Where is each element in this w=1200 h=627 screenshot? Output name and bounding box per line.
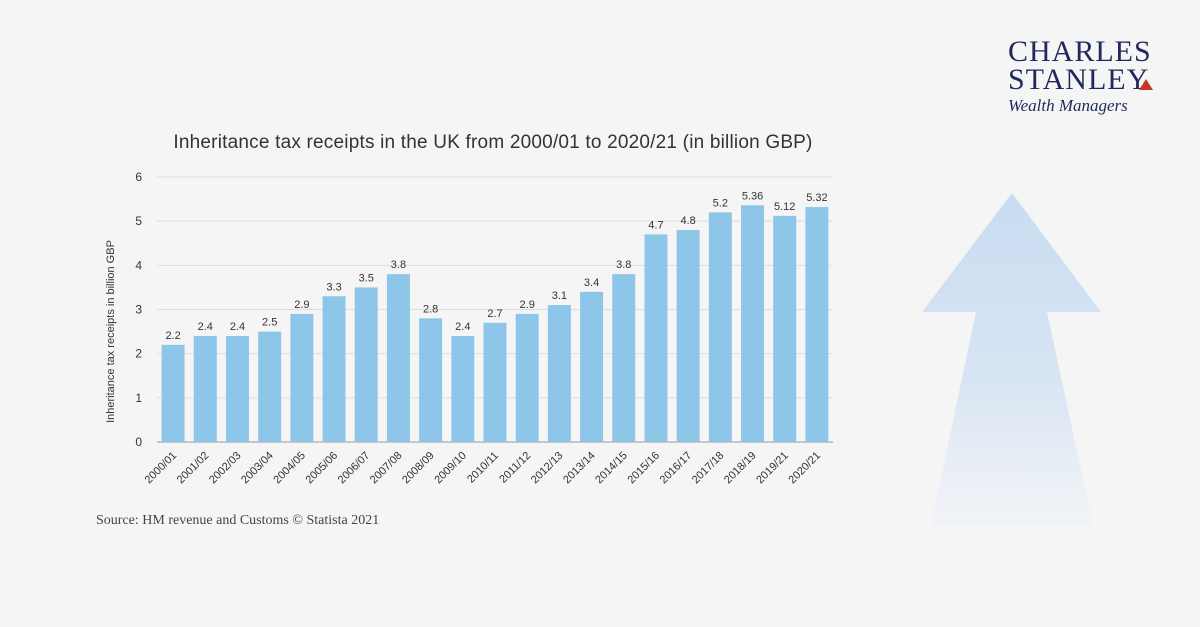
bar	[676, 230, 700, 442]
bar	[354, 287, 378, 442]
y-tick-label: 0	[135, 435, 142, 449]
bar	[708, 212, 732, 442]
bar	[773, 215, 797, 442]
x-tick-label: 2016/17	[658, 450, 695, 487]
data-label: 2.4	[455, 321, 470, 333]
x-tick-label: 2014/15	[593, 450, 630, 487]
up-arrow-shape	[922, 193, 1101, 525]
brand-tagline: Wealth Managers	[1008, 96, 1128, 115]
data-label: 3.8	[391, 259, 406, 271]
data-label: 2.5	[262, 317, 277, 329]
bar	[225, 336, 249, 442]
x-tick-label: 2013/14	[561, 450, 598, 487]
y-axis-label: Inheritance tax receipts in billion GBP	[105, 240, 117, 423]
bar	[580, 291, 604, 442]
x-tick-label: 2020/21	[786, 450, 823, 487]
brand-logo: CHARLES STANLEY Wealth Managers	[1008, 35, 1178, 116]
x-tick-label: 2000/01	[143, 450, 180, 487]
y-tick-label: 4	[135, 258, 142, 272]
x-tick-label: 2012/13	[529, 450, 566, 487]
data-label: 3.8	[616, 259, 631, 271]
bar	[741, 205, 765, 442]
x-tick-label: 2011/12	[497, 450, 533, 486]
x-tick-label: 2002/03	[207, 450, 244, 487]
data-label: 2.2	[165, 330, 180, 342]
bar	[515, 313, 539, 442]
bar	[483, 322, 507, 442]
bar	[451, 336, 475, 442]
bar	[161, 344, 185, 442]
x-tick-label: 2006/07	[336, 450, 373, 487]
x-tick-label: 2008/09	[400, 450, 437, 487]
x-tick-label: 2005/06	[304, 450, 341, 487]
brand-name-line2: STANLEY	[1008, 63, 1150, 96]
data-label: 5.12	[774, 201, 795, 213]
data-label: 4.8	[680, 215, 695, 227]
x-tick-label: 2010/11	[465, 450, 501, 486]
y-tick-label: 6	[135, 170, 142, 184]
bar	[612, 274, 636, 442]
data-label: 3.3	[326, 281, 341, 293]
x-tick-label: 2015/16	[625, 450, 662, 487]
logo-triangle-icon	[1139, 79, 1153, 90]
x-tick-label: 2003/04	[239, 450, 276, 487]
y-tick-label: 1	[135, 391, 142, 405]
bar	[547, 305, 571, 442]
data-label: 3.4	[584, 277, 599, 289]
data-label: 5.36	[742, 190, 763, 202]
data-label: 3.5	[359, 272, 374, 284]
data-label: 2.4	[230, 321, 245, 333]
x-tick-label: 2018/19	[722, 450, 759, 487]
bar	[386, 274, 410, 442]
data-label: 2.9	[294, 299, 309, 311]
x-tick-label: 2019/21	[754, 450, 791, 487]
y-tick-label: 2	[135, 347, 142, 361]
data-label: 4.7	[648, 219, 663, 231]
data-label: 2.9	[520, 299, 535, 311]
data-label: 5.2	[713, 197, 728, 209]
bar	[193, 336, 217, 442]
bar	[644, 234, 668, 442]
x-tick-label: 2004/05	[271, 450, 308, 487]
bar	[290, 313, 314, 442]
brand-name-line1: CHARLES	[1008, 35, 1152, 68]
bar	[419, 318, 443, 442]
x-tick-label: 2001/02	[175, 450, 212, 487]
bar	[322, 296, 346, 442]
bar	[805, 207, 829, 442]
y-tick-label: 3	[135, 303, 142, 317]
data-label: 5.32	[806, 192, 827, 204]
bar	[258, 331, 282, 442]
y-tick-label: 5	[135, 214, 142, 228]
data-label: 2.4	[198, 321, 213, 333]
x-tick-label: 2009/10	[432, 450, 469, 487]
x-tick-label: 2007/08	[368, 450, 405, 487]
data-label: 2.8	[423, 303, 438, 315]
source-note: Source: HM revenue and Customs © Statist…	[96, 513, 380, 528]
x-tick-label: 2017/18	[690, 450, 727, 487]
chart-title: Inheritance tax receipts in the UK from …	[173, 132, 813, 153]
data-label: 2.7	[487, 308, 502, 320]
data-label: 3.1	[552, 290, 567, 302]
